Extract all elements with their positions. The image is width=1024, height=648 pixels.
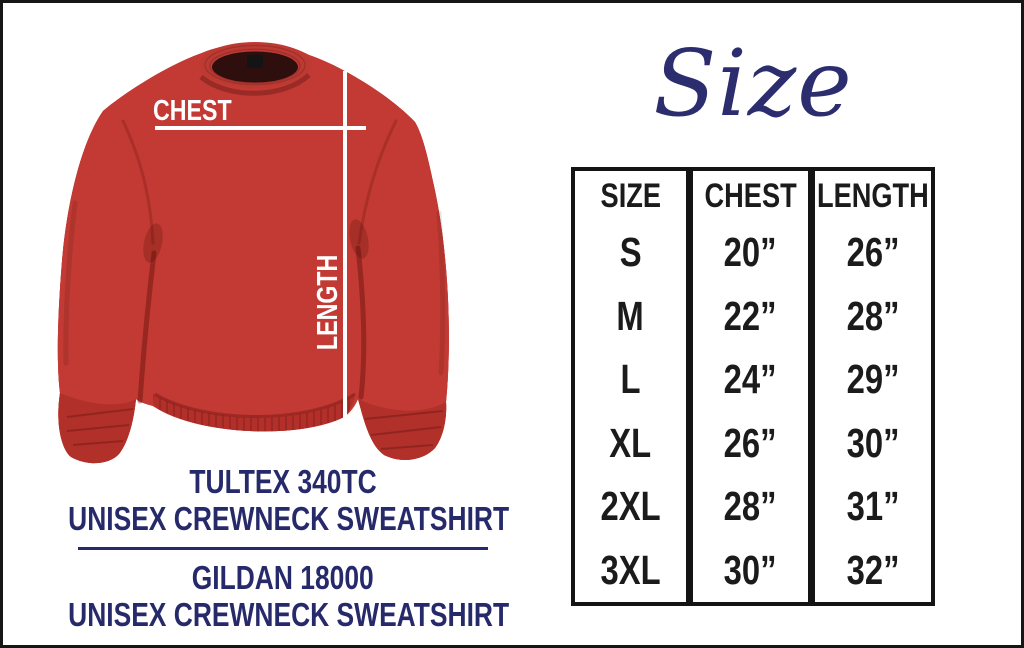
column-header-size: SIZE	[575, 171, 686, 221]
page-title: Size Chart	[618, 30, 887, 295]
cell-label: 20”	[724, 229, 777, 276]
table-cell: 28”	[693, 475, 808, 539]
table-cell: 22”	[693, 285, 808, 349]
length-measure-text: LENGTH	[312, 254, 344, 351]
cell-label: 28”	[846, 292, 900, 339]
table-cell: 32”	[815, 539, 931, 603]
table-cell: 30”	[693, 539, 808, 603]
chest-measure-line	[155, 126, 366, 130]
size-column: SIZE S M L XL 2XL 3XL	[571, 167, 690, 606]
table-cell: 26”	[693, 412, 808, 476]
chest-column: CHEST 20” 22” 24” 26” 28” 30”	[689, 167, 812, 606]
table-cell: S	[575, 221, 686, 285]
cell-label: 3XL	[600, 546, 661, 593]
cell-label: 28”	[724, 483, 777, 530]
table-cell: XL	[575, 412, 686, 476]
chest-measure-text: CHEST	[153, 95, 232, 127]
table-cell: 3XL	[575, 539, 686, 603]
cell-label: L	[620, 356, 641, 403]
column-header-length: LENGTH	[815, 171, 931, 221]
cell-label: 26”	[724, 419, 777, 466]
size-chart-table: SIZE S M L XL 2XL 3XL CHEST 20” 22” 24” …	[571, 167, 935, 606]
cell-label: 32”	[846, 546, 900, 593]
header-text: LENGTH	[817, 176, 929, 215]
header-text: SIZE	[600, 176, 661, 215]
product-1-description-text: UNISEX CREWNECK SWEATSHIRT	[68, 500, 510, 537]
product-2-description: UNISEX CREWNECK SWEATSHIRT	[13, 596, 553, 633]
product-1-description: UNISEX CREWNECK SWEATSHIRT	[13, 500, 553, 537]
table-cell: 28”	[815, 285, 931, 349]
cell-label: M	[616, 292, 645, 339]
table-cell: 30”	[815, 412, 931, 476]
column-header-chest: CHEST	[693, 171, 808, 221]
left-cuff-rib	[58, 393, 136, 464]
table-cell: 29”	[815, 348, 931, 412]
cell-label: 30”	[846, 419, 900, 466]
product-1-name: TULTEX 340TC	[13, 463, 553, 500]
chest-measure-label: CHEST	[153, 95, 251, 128]
sweatshirt-photo	[57, 42, 449, 464]
product-2-name-text: GILDAN 18000	[192, 559, 374, 596]
cell-label: S	[619, 229, 642, 276]
length-measure-line	[343, 71, 347, 431]
cell-label: 31”	[846, 483, 900, 530]
product-2-description-text: UNISEX CREWNECK SWEATSHIRT	[68, 596, 510, 633]
table-cell: L	[575, 348, 686, 412]
product-2-name: GILDAN 18000	[13, 559, 553, 596]
cell-label: 30”	[724, 546, 777, 593]
product-names: TULTEX 340TC UNISEX CREWNECK SWEATSHIRT …	[13, 463, 553, 633]
table-cell: 2XL	[575, 475, 686, 539]
table-cell: 24”	[693, 348, 808, 412]
header-text: CHEST	[704, 176, 797, 215]
cell-label: 26”	[846, 229, 900, 276]
cell-label: 29”	[846, 356, 900, 403]
product-1-name-text: TULTEX 340TC	[189, 463, 377, 500]
cell-label: 24”	[724, 356, 777, 403]
cell-label: XL	[609, 419, 652, 466]
cell-label: 22”	[724, 292, 777, 339]
right-cuff-rib	[358, 399, 447, 460]
sweatshirt-graphic	[57, 42, 449, 464]
table-cell: M	[575, 285, 686, 349]
length-measure-label: LENGTH	[312, 255, 344, 362]
table-cell: 26”	[815, 221, 931, 285]
cell-label: 2XL	[600, 483, 661, 530]
length-column: LENGTH 26” 28” 29” 30” 31” 32”	[811, 167, 935, 606]
neck-tag	[247, 55, 263, 68]
divider-line	[78, 547, 488, 550]
table-cell: 31”	[815, 475, 931, 539]
table-cell: 20”	[693, 221, 808, 285]
